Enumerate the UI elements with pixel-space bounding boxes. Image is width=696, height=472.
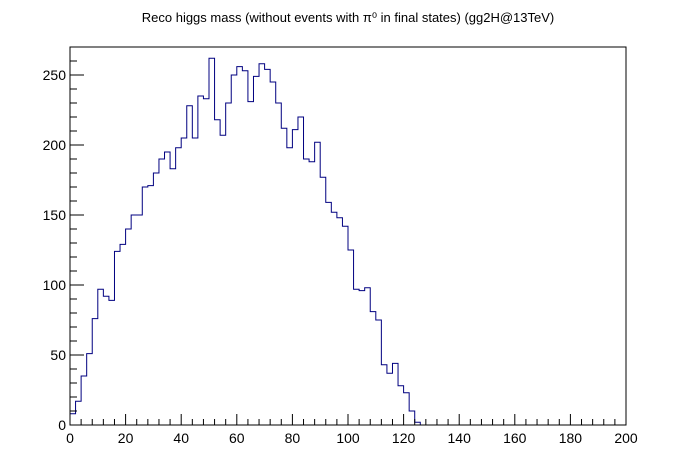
x-tick-label: 100 xyxy=(336,430,360,446)
histogram-bin xyxy=(231,75,237,425)
x-tick-label: 160 xyxy=(503,430,527,446)
histogram-bin xyxy=(326,202,332,425)
histogram-bin xyxy=(142,187,148,425)
histogram-bin xyxy=(131,215,137,425)
histogram-bin xyxy=(287,148,293,425)
histogram-bin xyxy=(253,76,259,425)
histogram-bin xyxy=(248,102,254,425)
histogram-bin xyxy=(176,148,182,425)
histogram-bin xyxy=(270,82,276,425)
histogram-bin xyxy=(165,152,171,425)
histogram-bin xyxy=(376,320,382,425)
y-tick-label: 50 xyxy=(50,347,66,363)
histogram-bin xyxy=(354,289,360,425)
histogram-bin xyxy=(226,103,232,425)
histogram-bin xyxy=(114,251,120,425)
histogram-bin xyxy=(87,354,93,425)
histogram-bin xyxy=(331,212,337,425)
histogram-bin xyxy=(348,250,354,425)
x-tick-label: 0 xyxy=(66,430,74,446)
histogram-bin xyxy=(203,99,209,425)
histogram-bin xyxy=(259,64,265,425)
histogram-bin xyxy=(153,173,159,425)
histogram-bin xyxy=(109,300,115,425)
histogram-bin xyxy=(370,312,376,425)
histogram-bin xyxy=(70,414,76,425)
histogram-bin xyxy=(237,67,243,425)
histogram-bin xyxy=(76,401,82,425)
chart-title: Reco higgs mass (without events with π⁰ … xyxy=(142,10,555,25)
histogram-bin xyxy=(315,142,321,425)
histogram-bin xyxy=(198,96,204,425)
y-tick-label: 250 xyxy=(43,67,67,83)
histogram-bin xyxy=(192,138,198,425)
x-tick-label: 120 xyxy=(392,430,416,446)
y-tick-label: 200 xyxy=(43,137,67,153)
histogram-bin xyxy=(170,169,176,425)
x-tick-label: 180 xyxy=(559,430,583,446)
histogram-bin xyxy=(215,120,221,425)
histogram-bin xyxy=(342,226,348,425)
histogram-bin xyxy=(148,186,154,425)
y-tick-label: 150 xyxy=(43,207,67,223)
histogram-bin xyxy=(187,106,193,425)
histogram-bin xyxy=(387,373,393,425)
histogram-bin xyxy=(281,128,287,425)
histogram-bin xyxy=(103,296,109,425)
x-tick-label: 20 xyxy=(118,430,134,446)
histogram-bin xyxy=(126,229,132,425)
histogram-bin xyxy=(98,289,104,425)
histogram-bin xyxy=(265,69,271,425)
y-tick-label: 100 xyxy=(43,277,67,293)
y-tick-label: 0 xyxy=(58,417,66,433)
x-tick-label: 60 xyxy=(229,430,245,446)
histogram-bin xyxy=(242,71,248,425)
histogram-bin xyxy=(404,393,410,425)
histogram-bin xyxy=(398,386,404,425)
histogram-bin xyxy=(209,58,215,425)
histogram-bin xyxy=(309,162,315,425)
x-tick-label: 140 xyxy=(448,430,472,446)
histogram-bin xyxy=(181,138,187,425)
histogram-bin xyxy=(298,117,304,425)
histogram-bin xyxy=(392,363,398,425)
histogram-bin xyxy=(276,103,282,425)
histogram-bin xyxy=(120,244,126,425)
y-axis: 0 50 100 150 200 250 xyxy=(43,46,84,433)
histogram-bin xyxy=(304,159,310,425)
histogram-bin xyxy=(220,135,226,425)
histogram-bin xyxy=(337,218,343,425)
histogram-bin xyxy=(365,288,371,425)
x-tick-label: 80 xyxy=(285,430,301,446)
histogram-bin xyxy=(409,411,415,425)
histogram-bin xyxy=(381,365,387,425)
histogram-bin xyxy=(320,177,326,425)
histogram-bin xyxy=(92,319,98,425)
histogram-bin xyxy=(137,215,143,425)
histogram-bin xyxy=(159,159,165,425)
x-tick-label: 200 xyxy=(614,430,638,446)
histogram-bin xyxy=(292,130,298,425)
histogram-bin xyxy=(359,291,365,425)
x-tick-label: 40 xyxy=(173,430,189,446)
x-axis: 0 20 40 60 80 100 120 140 160 180 200 xyxy=(66,414,638,446)
histogram-bin xyxy=(81,376,87,425)
